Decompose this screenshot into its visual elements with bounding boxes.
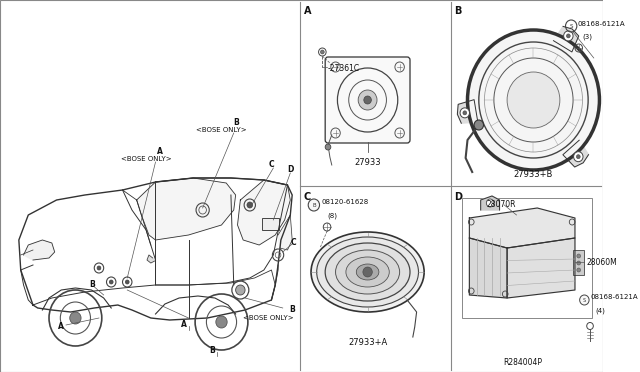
Text: A: A xyxy=(157,147,163,156)
Polygon shape xyxy=(278,215,292,250)
Text: C: C xyxy=(291,238,296,247)
Circle shape xyxy=(580,295,589,305)
Polygon shape xyxy=(147,255,155,263)
Circle shape xyxy=(507,72,560,128)
Text: 28070R: 28070R xyxy=(486,200,516,209)
Polygon shape xyxy=(469,208,575,248)
Circle shape xyxy=(216,316,227,328)
Ellipse shape xyxy=(325,243,410,301)
Text: 28060M: 28060M xyxy=(586,258,617,267)
Text: D: D xyxy=(287,165,294,174)
Text: <BOSE ONLY>: <BOSE ONLY> xyxy=(243,315,294,321)
Text: A: A xyxy=(181,320,187,329)
Text: 08168-6121A: 08168-6121A xyxy=(578,21,625,27)
Circle shape xyxy=(325,144,331,150)
Text: 08168-6121A: 08168-6121A xyxy=(590,294,637,300)
Circle shape xyxy=(70,312,81,324)
Polygon shape xyxy=(237,180,291,245)
Text: R284004P: R284004P xyxy=(504,358,543,367)
Ellipse shape xyxy=(317,237,419,307)
Text: B: B xyxy=(90,280,95,289)
Text: 27933: 27933 xyxy=(355,158,381,167)
Circle shape xyxy=(463,111,467,115)
Text: 27933+A: 27933+A xyxy=(348,338,387,347)
Circle shape xyxy=(577,254,580,258)
Polygon shape xyxy=(458,100,478,123)
Polygon shape xyxy=(481,196,500,210)
Circle shape xyxy=(125,280,129,284)
Circle shape xyxy=(573,152,583,162)
Text: (3): (3) xyxy=(582,33,593,39)
Text: (4): (4) xyxy=(596,307,605,314)
Text: 27933+B: 27933+B xyxy=(514,170,553,179)
Circle shape xyxy=(486,199,494,207)
Polygon shape xyxy=(469,238,507,298)
Circle shape xyxy=(109,280,113,284)
Text: C: C xyxy=(303,192,311,202)
Polygon shape xyxy=(507,238,575,298)
Polygon shape xyxy=(137,178,236,240)
Circle shape xyxy=(358,90,377,110)
Circle shape xyxy=(308,199,319,211)
Text: B: B xyxy=(312,202,316,208)
Circle shape xyxy=(364,96,371,104)
Bar xyxy=(573,250,584,275)
Circle shape xyxy=(236,285,245,295)
Text: A: A xyxy=(303,6,311,16)
Text: <BOSE ONLY>: <BOSE ONLY> xyxy=(121,156,172,162)
Circle shape xyxy=(97,266,101,270)
Text: S: S xyxy=(570,23,573,29)
Text: -27361C: -27361C xyxy=(328,64,360,73)
Text: C: C xyxy=(269,160,275,169)
Ellipse shape xyxy=(346,257,389,287)
FancyBboxPatch shape xyxy=(325,57,410,143)
Text: <BOSE ONLY>: <BOSE ONLY> xyxy=(196,127,247,133)
Circle shape xyxy=(363,267,372,277)
Text: D: D xyxy=(454,192,462,202)
Circle shape xyxy=(460,108,470,118)
Text: A: A xyxy=(58,322,64,331)
Text: S: S xyxy=(583,298,586,302)
Polygon shape xyxy=(554,26,579,52)
Bar xyxy=(462,198,592,318)
Circle shape xyxy=(247,202,253,208)
Text: B: B xyxy=(233,118,239,127)
Circle shape xyxy=(467,30,600,170)
Ellipse shape xyxy=(356,264,379,280)
Text: B: B xyxy=(209,346,215,355)
Circle shape xyxy=(566,34,570,38)
Ellipse shape xyxy=(311,232,424,312)
Text: B: B xyxy=(289,305,295,314)
Circle shape xyxy=(564,31,573,41)
Ellipse shape xyxy=(335,250,399,294)
Text: 08120-61628: 08120-61628 xyxy=(321,199,369,205)
Text: B: B xyxy=(454,6,461,16)
Polygon shape xyxy=(563,140,589,167)
Polygon shape xyxy=(24,240,54,260)
Circle shape xyxy=(577,155,580,159)
Bar xyxy=(262,218,279,230)
Text: (8): (8) xyxy=(327,212,337,218)
Circle shape xyxy=(321,50,324,54)
Circle shape xyxy=(577,268,580,272)
Circle shape xyxy=(474,120,484,130)
Circle shape xyxy=(577,261,580,265)
